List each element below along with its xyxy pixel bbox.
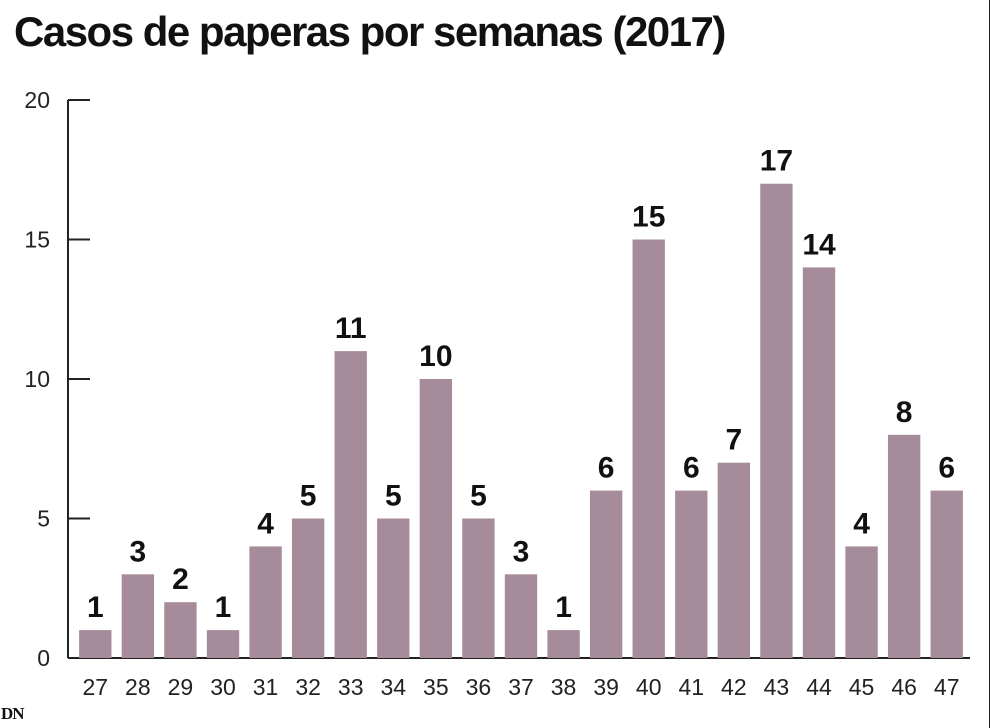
bar-value-label: 4 [257, 507, 274, 540]
bar-value-label: 6 [683, 452, 700, 485]
x-tick-label: 35 [423, 674, 449, 700]
bar-value-label: 17 [760, 145, 793, 178]
x-tick-label: 39 [593, 674, 619, 700]
bar-value-label: 8 [896, 396, 913, 429]
x-tick-label: 40 [636, 674, 662, 700]
x-tick-label: 47 [934, 674, 960, 700]
bar-week-28 [121, 574, 155, 658]
bar-week-31 [249, 546, 282, 658]
bar-week-29 [164, 602, 197, 658]
source-logo: DN [1, 704, 25, 723]
bar-value-label: 11 [335, 312, 367, 345]
bar-value-label: 14 [802, 228, 836, 261]
bar-value-label: 2 [172, 563, 189, 596]
bar-week-40 [632, 239, 665, 658]
bar-week-41 [675, 490, 708, 658]
x-tick-label: 29 [168, 674, 194, 700]
x-tick-label: 43 [764, 674, 790, 700]
bar-week-27 [79, 630, 112, 658]
bar-value-label: 3 [513, 535, 530, 568]
x-tick-label: 28 [125, 674, 151, 700]
x-tick-label: 34 [380, 674, 406, 700]
bar-value-label: 1 [215, 591, 232, 624]
bar-week-35 [419, 379, 453, 658]
bar-week-45 [845, 546, 878, 658]
bar-week-42 [717, 462, 751, 658]
bar-week-30 [206, 630, 240, 658]
x-tick-label: 36 [466, 674, 492, 700]
x-tick-label: 33 [338, 674, 364, 700]
x-tick-label: 41 [678, 674, 704, 700]
bar-value-label: 6 [938, 452, 955, 485]
x-tick-label: 30 [210, 674, 236, 700]
bar-value-label: 4 [853, 507, 870, 540]
bar-value-label: 3 [130, 535, 147, 568]
bar-week-43 [760, 183, 793, 658]
labels-layer: 27 1 28 3 29 2 30 1 31 4 32 5 33 11 34 5 35 10 36 5 37 3 38 1 39… [82, 145, 959, 700]
x-tick-label: 31 [253, 674, 279, 700]
bar-value-label: 15 [632, 201, 665, 234]
bar-value-label: 5 [385, 480, 402, 513]
bar-value-label: 6 [598, 452, 615, 485]
bars-layer [79, 183, 963, 658]
y-tick-label: 5 [37, 506, 50, 532]
y-tick-label: 15 [24, 227, 50, 253]
chart-title: Casos de paperas por semanas (2017) [14, 8, 726, 55]
bar-value-label: 7 [726, 424, 743, 457]
x-tick-label: 37 [508, 674, 534, 700]
bar-week-39 [589, 490, 623, 658]
x-tick-label: 27 [82, 674, 108, 700]
bar-value-label: 10 [419, 340, 452, 373]
bar-value-label: 1 [87, 591, 104, 624]
bar-week-38 [547, 630, 580, 658]
bar-week-44 [802, 267, 836, 658]
bar-week-34 [377, 518, 410, 658]
x-tick-label: 38 [551, 674, 577, 700]
y-tick-label: 0 [37, 645, 50, 671]
x-tick-label: 42 [721, 674, 747, 700]
x-tick-label: 32 [295, 674, 321, 700]
x-tick-label: 44 [806, 674, 832, 700]
y-tick-label: 20 [24, 87, 50, 113]
bar-week-47 [930, 490, 963, 658]
y-tick-label: 10 [24, 366, 50, 392]
bar-value-label: 5 [300, 480, 317, 513]
x-tick-label: 46 [891, 674, 917, 700]
x-tick-label: 45 [849, 674, 875, 700]
bar-value-label: 1 [555, 591, 572, 624]
bar-week-37 [504, 574, 538, 658]
bar-week-32 [291, 518, 325, 658]
bar-week-36 [462, 518, 495, 658]
bar-value-label: 5 [470, 480, 487, 513]
bar-week-46 [887, 434, 921, 658]
bar-week-33 [334, 351, 367, 658]
